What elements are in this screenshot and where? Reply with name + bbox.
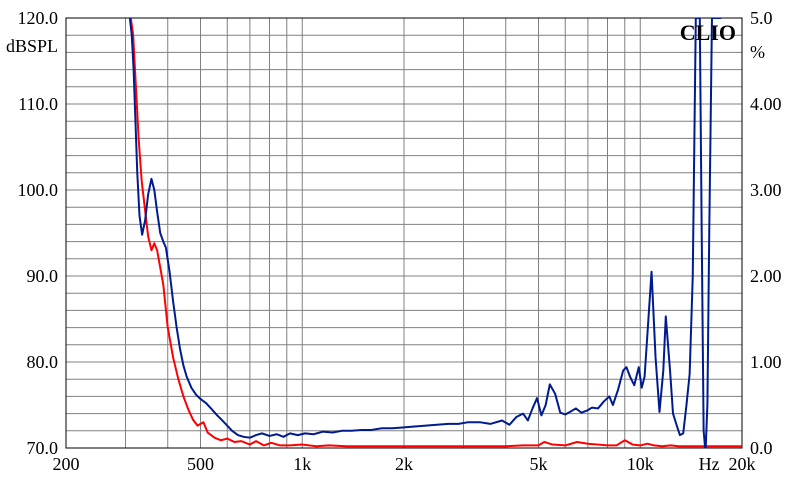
x-tick-label: 20k [729,454,756,474]
x-tick-label: 2k [395,454,413,474]
y-left-tick-label: 120.0 [18,8,59,28]
x-tick-label: 1k [293,454,311,474]
chart-container: 70.080.090.0100.0110.0120.0dBSPL0.01.002… [0,0,800,504]
y-left-axis-label: dBSPL [6,36,58,56]
frequency-response-chart: 70.080.090.0100.0110.0120.0dBSPL0.01.002… [0,0,800,504]
y-right-tick-label: 2.00 [750,266,782,286]
y-right-axis-label: % [750,42,765,62]
x-axis-label: Hz [699,454,720,474]
y-left-tick-label: 100.0 [18,180,59,200]
y-left-tick-label: 80.0 [27,352,59,372]
y-right-tick-label: 3.00 [750,180,782,200]
y-left-tick-label: 90.0 [27,266,59,286]
x-tick-label: 5k [530,454,548,474]
y-left-tick-label: 110.0 [18,94,58,114]
x-tick-label: 200 [53,454,80,474]
brand-label: CLIO [680,20,736,45]
y-right-tick-label: 1.00 [750,352,782,372]
x-tick-label: 500 [187,454,214,474]
y-right-tick-label: 4.00 [750,94,782,114]
y-right-tick-label: 5.0 [750,8,773,28]
x-tick-label: 10k [627,454,654,474]
